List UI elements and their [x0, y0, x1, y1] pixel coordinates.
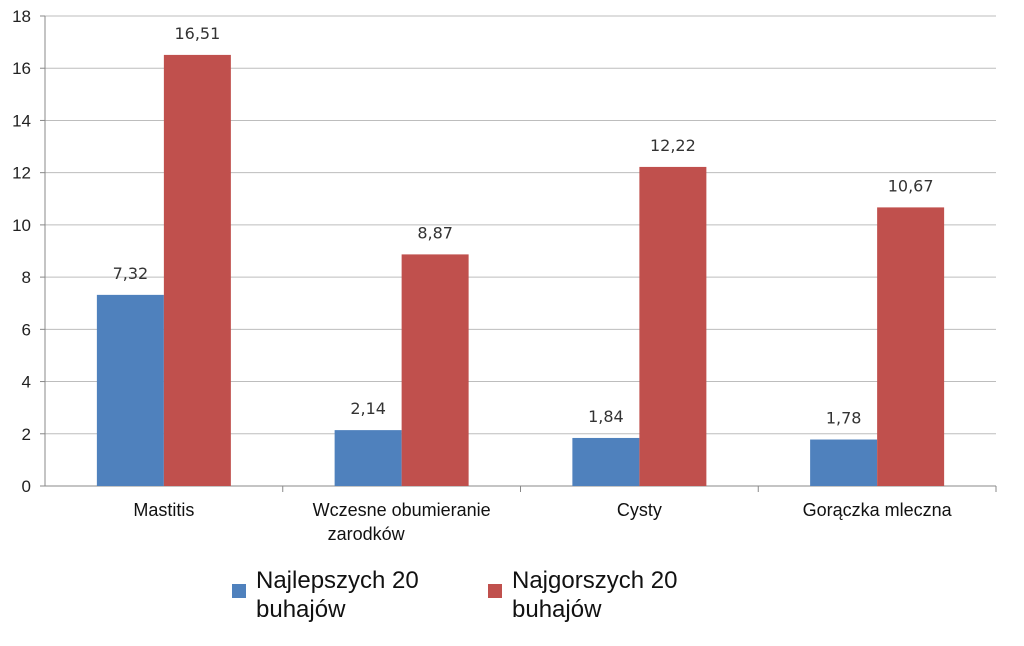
y-axis: 0 2 4 6 8 10 12 14 16 18: [12, 7, 46, 496]
y-tick-label: 8: [22, 268, 31, 287]
y-tick-label: 6: [22, 320, 31, 339]
legend-label-worst: Najgorszych 20 buhajów: [512, 566, 712, 624]
bar-worst: [877, 207, 945, 486]
legend-swatch-best: [232, 584, 246, 598]
legend-label-best: Najlepszych 20 buhajów: [256, 566, 456, 624]
y-tick-label: 18: [12, 7, 31, 26]
x-category-label: Mastitis: [133, 500, 194, 520]
bar-best: [334, 430, 402, 486]
x-axis: Mastitis Wczesne obumieranie zarodków Cysty…: [133, 486, 997, 544]
bar-worst: [401, 254, 469, 486]
y-tick-label: 12: [12, 164, 31, 183]
legend-item-best: Najlepszych 20 buhajów: [232, 566, 456, 624]
legend-label-best-line-2: buhajów: [256, 596, 346, 623]
x-category-label: Cysty: [617, 500, 662, 520]
x-category-label-line: Mastitis: [133, 500, 194, 520]
x-category-label-line: zarodków: [328, 524, 406, 544]
data-label: 1,84: [588, 407, 624, 426]
x-category-label: Wczesne obumieranie zarodków: [313, 500, 491, 544]
legend-swatch-worst: [488, 584, 502, 598]
y-tick-label: 16: [12, 59, 31, 78]
bar-best: [572, 437, 640, 486]
data-label: 10,67: [888, 176, 934, 195]
data-label: 16,51: [174, 24, 220, 43]
x-category-label: Gorączka mleczna: [803, 500, 953, 520]
legend-item-worst: Najgorszych 20 buhajów: [488, 566, 712, 624]
legend: Najlepszych 20 buhajów Najgorszych 20 bu…: [232, 566, 792, 636]
data-label: 12,22: [650, 136, 696, 155]
x-category-label-line: Cysty: [617, 500, 662, 520]
y-tick-label: 2: [22, 425, 31, 444]
legend-label-worst-line-2: buhajów: [512, 596, 602, 623]
y-tick-label: 14: [12, 111, 31, 130]
legend-label-best-line-1: Najlepszych 20: [256, 567, 419, 594]
y-tick-label: 0: [22, 477, 31, 496]
data-label: 1,78: [826, 409, 862, 428]
bar-best: [96, 294, 164, 486]
data-label: 8,87: [417, 223, 453, 242]
data-label: 2,14: [350, 399, 386, 418]
x-category-label-line: Gorączka mleczna: [803, 500, 953, 520]
y-tick-label: 10: [12, 216, 31, 235]
data-label: 7,32: [113, 264, 149, 283]
bar-worst: [163, 54, 231, 487]
y-tick-label: 4: [22, 373, 31, 392]
bar-worst: [639, 166, 707, 486]
bar-best: [810, 439, 878, 486]
bars: 7,32 16,51 2,14 8,87 1,84 12,22 1,78 10,67: [96, 24, 945, 487]
x-category-label-line: Wczesne obumieranie: [313, 500, 491, 520]
legend-label-worst-line-1: Najgorszych 20: [512, 567, 678, 594]
